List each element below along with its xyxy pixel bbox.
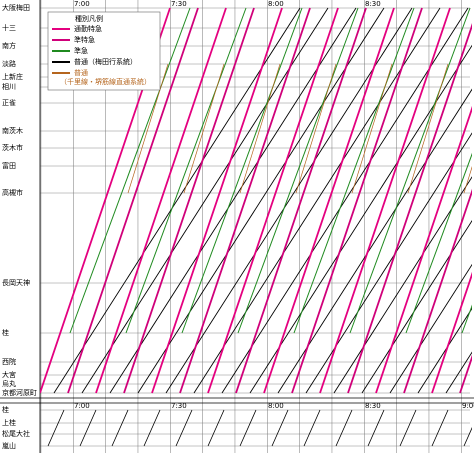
senri-path: [183, 63, 225, 194]
local-path: [305, 132, 472, 394]
time-label: 7:00: [74, 0, 90, 8]
local-path: [389, 263, 472, 394]
station-name: 高槻市: [2, 188, 23, 197]
station-name: 正雀: [2, 98, 16, 107]
express-path: [235, 7, 367, 394]
semi-express-path: [293, 7, 415, 334]
legend-label: 普通: [74, 68, 88, 77]
senri-path: [239, 63, 281, 194]
branch-path: [175, 409, 193, 447]
branch-path: [271, 409, 289, 447]
branch-path: [143, 409, 161, 447]
express-path: [207, 7, 339, 394]
semi-express-path: [405, 152, 472, 334]
branch-path: [399, 409, 417, 447]
express-path: [431, 271, 472, 394]
local-path: [249, 44, 472, 394]
station-name: 淡路: [2, 59, 16, 68]
local-path: [53, 7, 301, 394]
station-name: 大宮: [2, 370, 16, 379]
semi-express-path: [237, 7, 359, 334]
branch-path: [335, 409, 353, 447]
semi-express-path: [349, 7, 471, 334]
station-name: 十三: [2, 23, 16, 32]
station-name: 嵐山: [2, 441, 16, 450]
local-path: [221, 7, 469, 394]
local-path: [165, 7, 413, 394]
legend-sublabel: （千里線・堺筋線直通系統）: [60, 77, 151, 86]
time-label: 8:00: [268, 0, 284, 8]
station-name: 富田: [2, 161, 16, 170]
express-path: [151, 7, 283, 394]
express-path: [123, 7, 255, 394]
branch-path: [207, 409, 225, 447]
express-path: [95, 7, 227, 394]
express-path: [291, 7, 423, 394]
branch-path: [239, 409, 257, 447]
time-label: 7:30: [171, 402, 187, 410]
branch-path: [431, 409, 449, 447]
time-label: 9:00: [462, 402, 474, 410]
local-path: [333, 176, 472, 394]
branch-path: [367, 409, 385, 447]
local-path: [417, 307, 472, 394]
train-paths: [40, 7, 472, 394]
express-path: [375, 105, 472, 394]
express-path: [67, 7, 199, 394]
branch-path: [47, 409, 65, 447]
station-name: 上新庄: [2, 72, 23, 81]
station-name: 南方: [2, 41, 16, 50]
legend-label: 準急: [74, 46, 88, 55]
station-name: 烏丸: [2, 379, 16, 388]
express-path: [319, 7, 451, 394]
senri-path: [407, 63, 449, 194]
local-path: [361, 220, 472, 394]
express-path: [347, 22, 472, 394]
station-name: 上桂: [2, 418, 16, 427]
station-name: 京都河原町: [2, 388, 37, 397]
time-label: 8:30: [365, 402, 381, 410]
local-path: [193, 7, 441, 394]
express-path: [179, 7, 311, 394]
time-label: 8:00: [268, 402, 284, 410]
station-name: 桂: [2, 405, 9, 414]
branch-train-paths: [47, 409, 472, 447]
time-label: 7:00: [74, 402, 90, 410]
legend-title: 種別凡例: [75, 14, 103, 23]
station-name: 大阪梅田: [2, 3, 30, 12]
time-label: 8:30: [365, 0, 381, 8]
station-name: 西院: [2, 357, 16, 366]
legend-label: 通勤特急: [74, 24, 102, 33]
senri-path: [295, 63, 337, 194]
station-name: 桂: [2, 328, 9, 337]
semi-express-path: [69, 7, 191, 334]
station-name: 茨木市: [2, 143, 23, 152]
local-path: [137, 7, 385, 394]
branch-path: [111, 409, 129, 447]
branch-path: [79, 409, 97, 447]
local-path: [277, 88, 472, 394]
semi-express-path: [125, 7, 247, 334]
legend-label: 普通（梅田行系統）: [74, 57, 137, 66]
local-path: [109, 7, 357, 394]
senri-path: [127, 63, 169, 194]
branch-path: [463, 427, 472, 447]
station-name: 相川: [2, 82, 16, 91]
legend-label: 準特急: [74, 35, 95, 44]
express-path: [263, 7, 395, 394]
senri-path: [463, 166, 472, 194]
express-path: [403, 188, 472, 394]
local-path: [81, 7, 329, 394]
time-label: 7:30: [171, 0, 187, 8]
branch-path: [303, 409, 321, 447]
station-name: 長岡天神: [2, 278, 30, 287]
senri-path: [351, 63, 393, 194]
station-name: 松尾大社: [2, 429, 30, 438]
station-name: 南茨木: [2, 126, 23, 135]
semi-express-path: [181, 7, 303, 334]
